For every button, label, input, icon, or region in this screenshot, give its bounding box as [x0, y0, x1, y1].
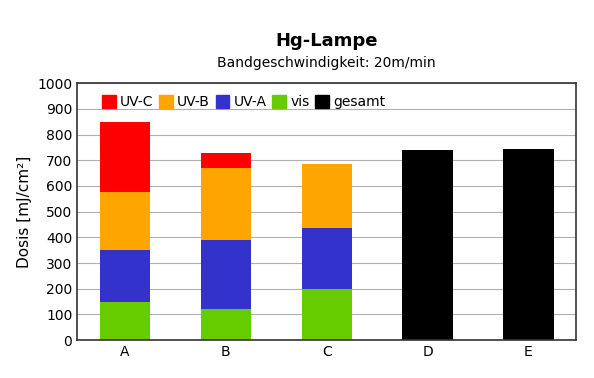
Bar — [201, 240, 251, 309]
Text: Hg-Lampe: Hg-Lampe — [276, 32, 378, 50]
Bar — [302, 289, 352, 340]
Bar — [100, 250, 150, 302]
Legend: UV-C, UV-B, UV-A, vis, gesamt: UV-C, UV-B, UV-A, vis, gesamt — [99, 93, 388, 112]
Bar — [503, 149, 554, 340]
Bar — [100, 122, 150, 192]
Bar — [201, 309, 251, 340]
Bar — [201, 153, 251, 168]
Bar — [402, 150, 453, 340]
Bar — [201, 168, 251, 240]
Y-axis label: Dosis [mJ/cm²]: Dosis [mJ/cm²] — [17, 156, 31, 268]
Bar — [302, 228, 352, 289]
Text: Bandgeschwindigkeit: 20m/min: Bandgeschwindigkeit: 20m/min — [217, 56, 436, 70]
Bar — [100, 302, 150, 340]
Bar — [100, 192, 150, 250]
Bar — [302, 164, 352, 228]
